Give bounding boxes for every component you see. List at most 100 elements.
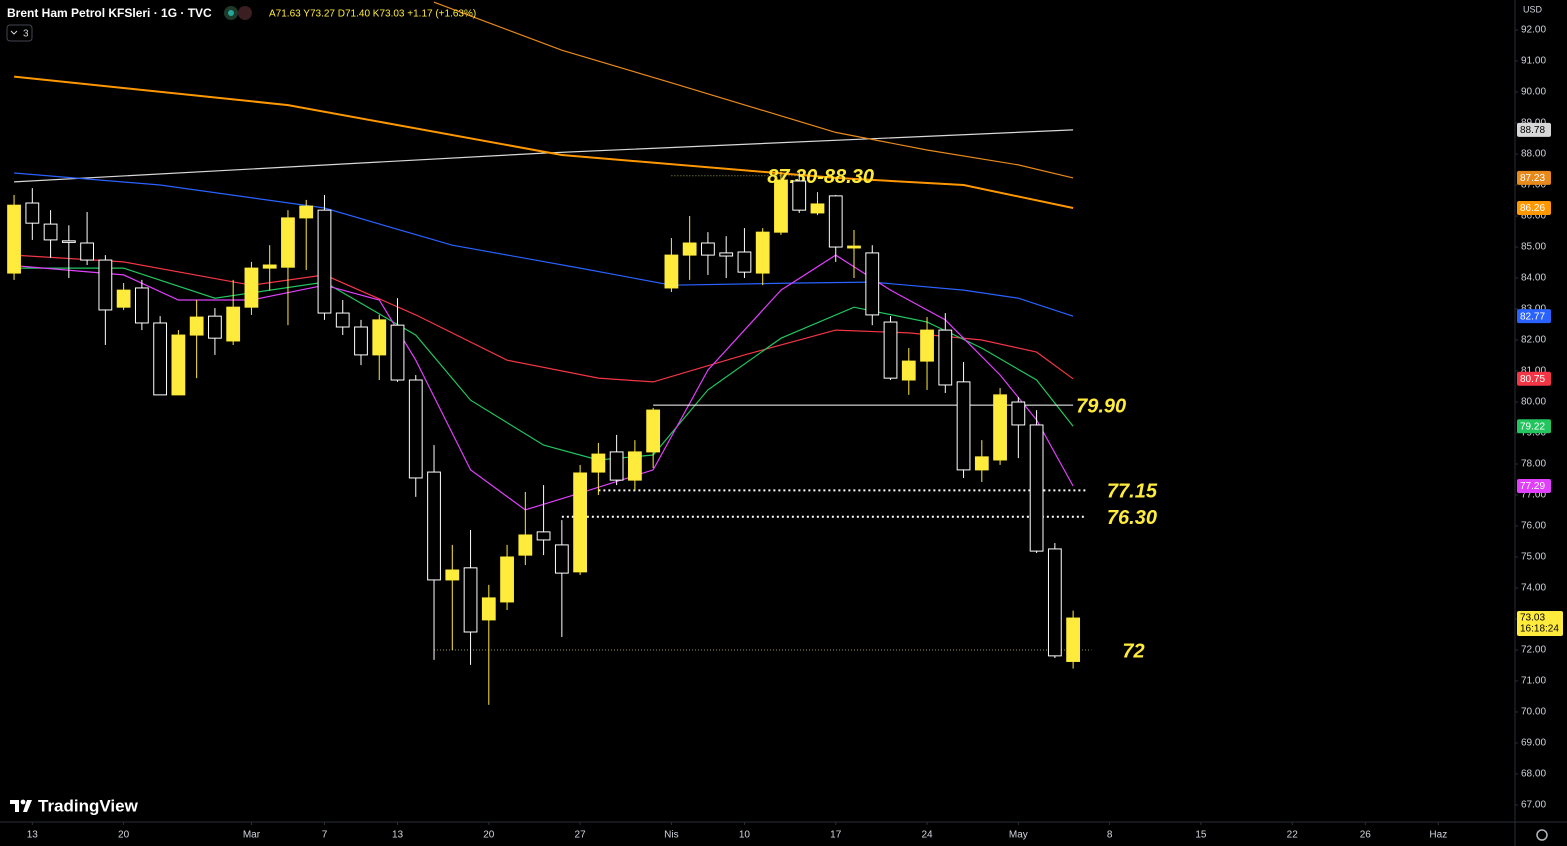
candle-body bbox=[536, 531, 551, 541]
candle-body bbox=[299, 205, 314, 219]
candle-body bbox=[627, 451, 642, 481]
candle-body bbox=[719, 252, 734, 257]
candle-body bbox=[226, 306, 241, 342]
price-badge-label: 88.78 bbox=[1520, 125, 1545, 136]
x-tick-label: 26 bbox=[1360, 830, 1372, 841]
price-badge-label: 77.29 bbox=[1520, 481, 1545, 492]
y-tick-label: 70.00 bbox=[1521, 707, 1546, 718]
price-badge bbox=[1517, 479, 1551, 494]
indicator-toggle[interactable] bbox=[6, 24, 33, 42]
settings-icon[interactable] bbox=[1536, 829, 1548, 841]
moving-average-line bbox=[14, 129, 1074, 183]
candle-body bbox=[427, 471, 441, 581]
candle-body bbox=[591, 453, 606, 473]
y-tick-label: 90.00 bbox=[1521, 87, 1546, 98]
y-tick-label: 68.00 bbox=[1521, 769, 1546, 780]
candle-body bbox=[810, 203, 825, 214]
price-badge-label: 82.77 bbox=[1520, 311, 1545, 322]
price-badge-label: 80.75 bbox=[1520, 374, 1545, 385]
candle-body bbox=[573, 472, 587, 573]
x-tick-label: 7 bbox=[322, 830, 328, 841]
candle-body bbox=[445, 569, 460, 581]
x-tick-label: 13 bbox=[392, 830, 404, 841]
x-tick-label: 20 bbox=[483, 830, 495, 841]
candle-body bbox=[774, 179, 788, 233]
countdown-label: 16:18:24 bbox=[1520, 624, 1559, 635]
candle-body bbox=[865, 252, 880, 316]
price-badge bbox=[1517, 200, 1551, 215]
x-tick-label: Mar bbox=[243, 830, 261, 841]
candle-body bbox=[792, 180, 807, 211]
price-badge-label: 86.26 bbox=[1520, 203, 1545, 214]
candle-body bbox=[883, 321, 898, 379]
y-tick-label: 74.00 bbox=[1521, 583, 1546, 594]
candle-body bbox=[701, 242, 715, 256]
candle-body bbox=[500, 556, 514, 603]
y-tick-label: 75.00 bbox=[1521, 552, 1546, 563]
candle-body bbox=[956, 381, 971, 471]
x-tick-label: Haz bbox=[1429, 830, 1447, 841]
candle-body bbox=[61, 240, 76, 243]
price-badge-label: 79.22 bbox=[1520, 421, 1545, 432]
x-tick-label: 13 bbox=[27, 830, 39, 841]
status-dot bbox=[228, 10, 234, 16]
price-badge-label: 87.23 bbox=[1520, 173, 1545, 184]
candle-body bbox=[43, 223, 58, 241]
candle-body bbox=[847, 245, 861, 249]
candle-body bbox=[993, 394, 1007, 461]
candle-body bbox=[134, 287, 149, 324]
candle-body bbox=[554, 544, 569, 574]
y-tick-label: 92.00 bbox=[1521, 25, 1546, 36]
candle-body bbox=[920, 329, 934, 362]
candle-body bbox=[390, 324, 405, 381]
candle-body bbox=[664, 254, 679, 289]
x-tick-label: 15 bbox=[1195, 830, 1207, 841]
candle-body bbox=[317, 209, 332, 314]
candle-body bbox=[171, 334, 186, 396]
candle-body bbox=[901, 360, 916, 381]
x-tick-label: 27 bbox=[575, 830, 587, 841]
y-tick-label: 76.00 bbox=[1521, 521, 1546, 532]
candle-body bbox=[80, 242, 94, 261]
candle-body bbox=[646, 409, 661, 453]
y-tick-label: 80.00 bbox=[1521, 397, 1546, 408]
y-tick-label: 87.00 bbox=[1521, 180, 1546, 191]
candle-body bbox=[974, 456, 989, 471]
candle-body bbox=[682, 242, 697, 256]
candle-body bbox=[262, 264, 277, 269]
level-label: 79.90 bbox=[1076, 395, 1126, 417]
y-tick-label: 82.00 bbox=[1521, 335, 1546, 346]
currency-label[interactable]: USD bbox=[1523, 4, 1543, 14]
level-label: 72 bbox=[1122, 640, 1144, 662]
candle-body bbox=[1029, 424, 1044, 552]
y-tick-label: 71.00 bbox=[1521, 676, 1546, 687]
indicator-count: 3 bbox=[23, 29, 29, 40]
candle-body bbox=[518, 534, 533, 556]
candle-body bbox=[481, 597, 496, 621]
x-tick-label: May bbox=[1009, 830, 1028, 841]
candle-body bbox=[938, 329, 953, 386]
candle-body bbox=[1011, 401, 1026, 426]
candle-body bbox=[208, 315, 222, 339]
candle-body bbox=[7, 204, 21, 274]
tradingview-logo bbox=[10, 799, 32, 812]
candle-body bbox=[1066, 617, 1081, 662]
price-badge bbox=[1517, 170, 1551, 185]
candle-body bbox=[116, 289, 131, 308]
candle-body bbox=[98, 259, 113, 311]
candle-body bbox=[463, 567, 478, 633]
candle-body bbox=[281, 217, 295, 268]
price-badge bbox=[1517, 419, 1551, 434]
last-price-badge bbox=[1517, 611, 1563, 637]
last-price-label: 73.03 bbox=[1520, 613, 1545, 624]
status-icon bbox=[238, 6, 252, 20]
ohlc-values: A71.63 Y73.27 D71.40 K73.03 +1.17 (+1.63… bbox=[269, 9, 476, 20]
x-tick-label: 10 bbox=[739, 830, 751, 841]
candle-body bbox=[828, 195, 843, 248]
candle-body bbox=[408, 379, 423, 479]
moving-average-line bbox=[13, 75, 1074, 209]
chevron-icon bbox=[10, 30, 18, 35]
